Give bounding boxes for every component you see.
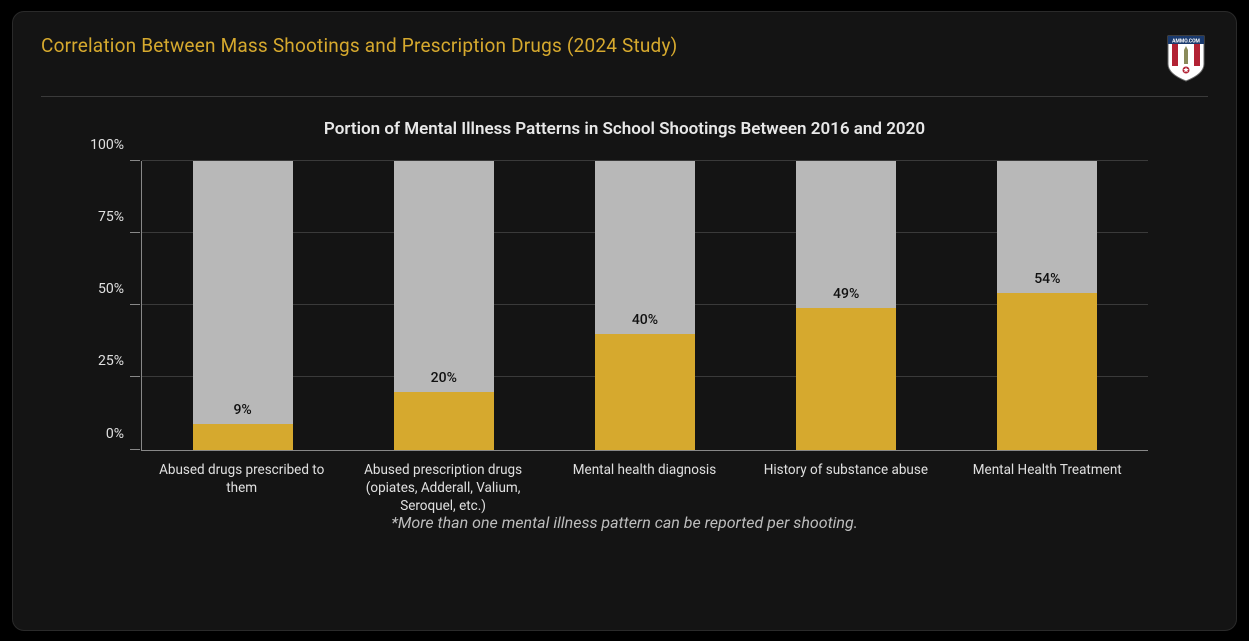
y-tick (130, 160, 140, 161)
y-tick (130, 304, 140, 305)
chart-card: Correlation Between Mass Shootings and P… (12, 11, 1237, 631)
bar-fill: 40% (595, 334, 695, 450)
logo-text: AMMO.COM (1172, 38, 1200, 44)
x-axis-labels: Abused drugs prescribed to them Abused p… (141, 461, 1148, 516)
y-axis-label: 75% (98, 209, 142, 225)
bar: 20% (384, 161, 504, 450)
y-tick (130, 232, 140, 233)
chart-title: Portion of Mental Illness Patterns in Sc… (41, 119, 1208, 139)
y-tick (130, 449, 140, 450)
bar-background: 20% (394, 161, 494, 450)
y-axis-label: 25% (98, 353, 142, 369)
plot-area: 0% 25% 50% 75% 100% 9% 20% (141, 161, 1148, 451)
bar-value-label: 49% (833, 286, 859, 308)
bar-fill: 49% (796, 308, 896, 450)
bar: 9% (183, 161, 303, 450)
y-axis-label: 50% (98, 281, 142, 297)
header-divider (41, 96, 1208, 97)
bar-value-label: 20% (431, 370, 457, 392)
y-axis-label: 100% (90, 137, 142, 153)
bar: 40% (585, 161, 705, 450)
bar: 49% (786, 161, 906, 450)
bars-container: 9% 20% 40% (142, 161, 1148, 450)
y-axis-label: 0% (106, 426, 142, 442)
x-axis-label: Mental health diagnosis (559, 461, 729, 516)
chart-footnote: *More than one mental illness pattern ca… (41, 513, 1208, 532)
bar-value-label: 54% (1034, 271, 1060, 293)
x-axis-label: Abused drugs prescribed to them (157, 461, 327, 516)
page-title: Correlation Between Mass Shootings and P… (41, 34, 677, 57)
bar-background: 54% (997, 161, 1097, 450)
bar-value-label: 40% (632, 312, 658, 334)
x-axis-label: Abused prescription drugs (opiates, Adde… (358, 461, 528, 516)
bar: 54% (987, 161, 1107, 450)
bar-fill: 54% (997, 293, 1097, 449)
x-axis-label: History of substance abuse (761, 461, 931, 516)
ammo-logo-icon: AMMO.COM (1164, 34, 1208, 82)
bar-fill: 20% (394, 392, 494, 450)
y-tick (130, 376, 140, 377)
chart-area: 0% 25% 50% 75% 100% 9% 20% (141, 161, 1148, 491)
bar-fill: 9% (193, 424, 293, 450)
x-axis-label: Mental Health Treatment (962, 461, 1132, 516)
bar-value-label: 9% (233, 402, 251, 424)
bar-background: 49% (796, 161, 896, 450)
bar-background: 9% (193, 161, 293, 450)
bar-background: 40% (595, 161, 695, 450)
header-row: Correlation Between Mass Shootings and P… (41, 34, 1208, 82)
